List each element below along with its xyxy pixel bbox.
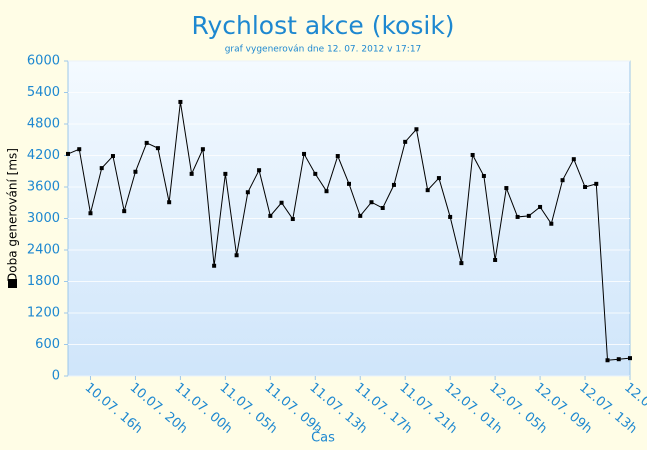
data-point <box>380 206 385 210</box>
y-tick-label: 1200 <box>27 306 60 321</box>
data-point <box>369 200 374 205</box>
y-axis-label: Doba generování [ms] <box>6 148 20 282</box>
data-point <box>223 171 228 176</box>
y-tick-label: 3000 <box>27 211 60 226</box>
y-tick-label: 3600 <box>27 180 60 195</box>
data-point <box>391 182 396 187</box>
data-point <box>212 263 217 268</box>
data-point <box>335 154 340 159</box>
data-point <box>77 147 82 152</box>
data-point <box>571 157 576 162</box>
y-tick-label: 4200 <box>27 148 60 163</box>
data-point <box>178 99 183 104</box>
data-point <box>155 146 160 151</box>
y-tick-label: 2400 <box>27 243 60 258</box>
data-point <box>279 200 284 205</box>
data-point <box>425 188 430 193</box>
data-point <box>290 217 295 222</box>
data-point <box>234 253 239 258</box>
data-point <box>66 151 70 156</box>
x-axis-label: Čas <box>311 430 335 446</box>
chart-title: Rychlost akce (kosik) <box>191 11 454 40</box>
data-point <box>526 213 531 218</box>
data-point <box>414 127 419 132</box>
data-point <box>459 261 464 266</box>
chart-subtitle: graf vygenerován dne 12. 07. 2012 v 17:1… <box>225 45 422 55</box>
data-point <box>189 171 194 176</box>
data-point <box>560 178 565 183</box>
data-point <box>583 185 588 189</box>
data-point <box>504 186 509 191</box>
data-point <box>493 257 498 262</box>
y-tick-label: 1800 <box>27 274 60 289</box>
data-point <box>515 214 520 219</box>
data-point <box>538 204 543 209</box>
data-point <box>245 190 250 195</box>
data-point <box>448 214 453 219</box>
data-point <box>616 357 621 362</box>
data-point <box>549 221 554 226</box>
data-point <box>200 147 205 152</box>
y-tick-label: 4800 <box>27 117 60 132</box>
data-point <box>110 154 115 159</box>
data-point <box>144 140 149 145</box>
data-point <box>436 176 441 181</box>
data-point <box>470 152 475 157</box>
data-point <box>358 213 363 218</box>
data-point <box>133 169 138 174</box>
data-point <box>324 189 329 194</box>
y-tick-label: 600 <box>35 337 60 352</box>
data-point <box>257 168 262 173</box>
data-point <box>628 356 632 361</box>
data-point <box>605 358 610 363</box>
data-point <box>167 200 172 205</box>
y-tick-label: 6000 <box>27 54 60 69</box>
y-tick-label: 5400 <box>27 85 60 100</box>
legend-marker <box>8 279 17 288</box>
data-point <box>594 181 599 186</box>
y-tick-label: 0 <box>52 369 60 384</box>
data-point <box>347 181 351 186</box>
data-point <box>403 139 408 144</box>
data-point <box>122 209 127 214</box>
data-point <box>268 213 273 218</box>
x-tick-label: 12.0 <box>621 380 647 410</box>
data-point <box>302 151 307 156</box>
data-point <box>313 171 318 176</box>
data-point <box>481 173 486 178</box>
data-point <box>99 166 104 171</box>
data-point <box>88 211 93 216</box>
